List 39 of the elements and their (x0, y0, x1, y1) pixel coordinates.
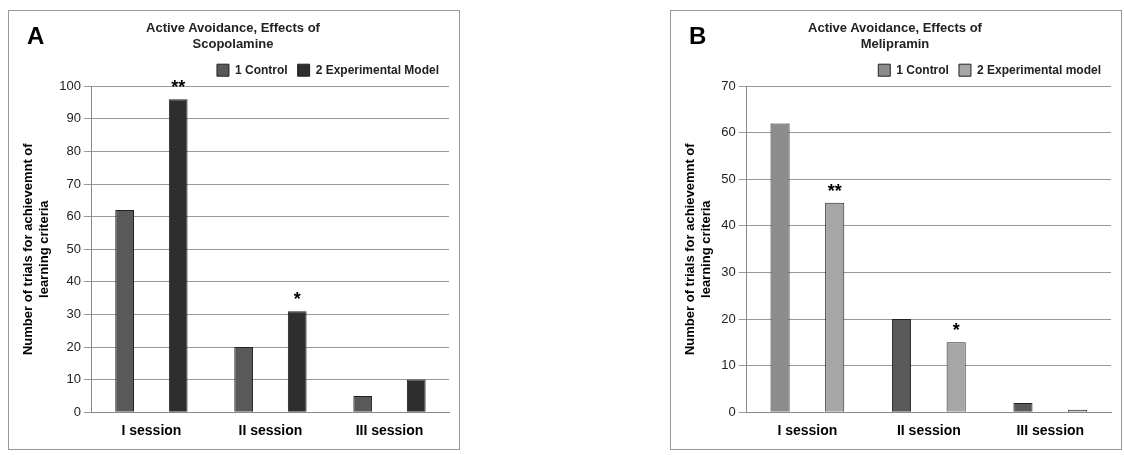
y-tick-label: 30 (66, 305, 81, 321)
legend-label: 2 Experimental model (976, 62, 1101, 77)
y-tick-label: 60 (66, 208, 81, 224)
y-axis-title: Number of trials for achievemnt of learning criteria (20, 142, 51, 356)
chart-title: Active Avoidance, Effects of Melipramin (808, 20, 983, 51)
y-axis-title: Number of trials for achievemnt of learning criteria (682, 142, 713, 356)
y-tick-label: 10 (66, 371, 81, 387)
y-tick-label: 70 (66, 175, 81, 191)
annotation: ** (827, 180, 842, 201)
legend-label: 2 Experimental Model (315, 62, 440, 77)
x-tick-label: I session (121, 422, 182, 439)
y-tick-label: 40 (66, 273, 81, 289)
chart-title: Active Avoidance, Effects of Scopolamine (146, 20, 321, 51)
y-tick-label: 0 (728, 403, 736, 419)
annotation: * (952, 320, 960, 341)
y-tick-label: 20 (66, 338, 81, 354)
x-tick-label: I session (777, 422, 838, 439)
y-tick-label: 100 (59, 77, 81, 93)
x-tick-label: II session (896, 422, 961, 439)
y-tick-label: 50 (66, 240, 81, 256)
y-tick-label: 10 (721, 357, 736, 373)
y-tick-label: 60 (721, 124, 736, 140)
y-tick-label: 50 (721, 170, 736, 186)
y-tick-label: 70 (721, 77, 736, 93)
annotation: * (293, 289, 301, 310)
text: B (689, 21, 707, 49)
x-tick-label: II session (238, 422, 303, 439)
y-tick-label: 30 (721, 264, 736, 280)
legend-label: 1 Control (234, 62, 288, 77)
text: A (27, 21, 45, 49)
legend-label: 1 Control (896, 62, 949, 77)
x-tick-label: III session (355, 422, 424, 439)
y-tick-label: 80 (66, 142, 81, 158)
y-tick-label: 90 (66, 110, 81, 126)
y-tick-label: 0 (73, 403, 81, 419)
x-tick-label: III session (1016, 422, 1085, 439)
y-tick-label: 20 (721, 310, 736, 326)
y-tick-label: 40 (721, 217, 736, 233)
annotation: ** (171, 77, 186, 98)
